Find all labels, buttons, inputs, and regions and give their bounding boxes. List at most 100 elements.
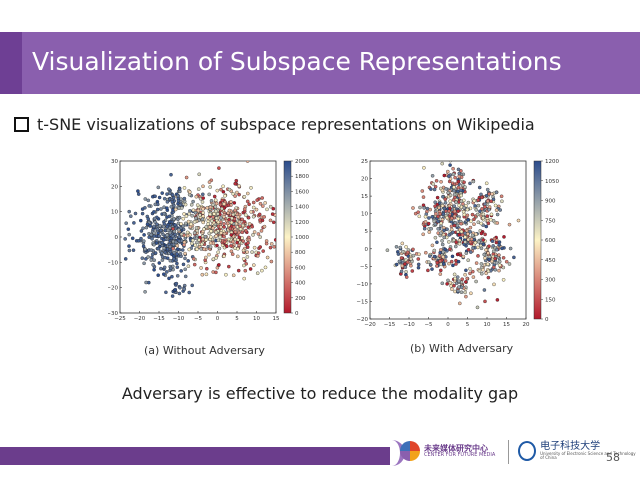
scatter-point [468, 267, 472, 271]
scatter-point [469, 237, 474, 241]
scatter-point [480, 271, 484, 276]
scatter-point [258, 245, 262, 249]
scatter-point [436, 214, 440, 219]
scatter-point [144, 280, 148, 285]
scatter-point [483, 299, 487, 304]
scatter-point [251, 200, 256, 205]
scatter-point [466, 247, 471, 252]
y-tick-label: 15 [361, 194, 368, 200]
scatter-point [486, 269, 491, 274]
scatter-point [156, 273, 160, 277]
scatter-point [497, 253, 501, 257]
scatter-point [165, 206, 169, 210]
scatter-point [215, 188, 220, 193]
scatter-point [418, 205, 422, 210]
scatter-point [480, 195, 484, 200]
scatter-point [411, 247, 415, 252]
scatter-point [252, 230, 257, 234]
scatter-point [116, 218, 119, 221]
scatter-point [459, 285, 464, 290]
scatter-point [169, 172, 173, 177]
scatter-point [136, 189, 140, 193]
scatter-point [476, 245, 480, 250]
scatter-point [397, 259, 402, 264]
scatter-point [247, 202, 251, 207]
scatter-point [452, 238, 456, 242]
scatter-point [484, 224, 489, 229]
scatter-point [258, 218, 262, 222]
scatter-point [464, 280, 468, 284]
scatter-point [486, 251, 490, 255]
scatter-point [466, 200, 471, 205]
scatter-point [233, 208, 237, 213]
scatter-point [481, 242, 486, 247]
scatter-point [186, 259, 190, 263]
scatter-point [489, 199, 493, 204]
scatter-point [483, 232, 487, 237]
scatter-point [191, 199, 195, 204]
scatter-point [416, 262, 421, 267]
scatter-point [222, 231, 227, 236]
scatter-point [152, 268, 156, 272]
scatter-point [416, 210, 420, 214]
scatter-point [230, 252, 235, 256]
scatter-point [176, 193, 180, 198]
scatter-point [141, 244, 146, 249]
scatter-point [443, 259, 448, 263]
scatter-point [259, 229, 264, 233]
scatter-point [399, 269, 404, 274]
scatter-point [151, 263, 155, 267]
scatter-point [430, 174, 435, 178]
colorbar-tick-label: 800 [295, 250, 306, 256]
scatter-point [423, 214, 428, 219]
scatter-point [424, 250, 428, 255]
scatter-point [210, 219, 214, 223]
scatter-point [180, 248, 185, 252]
scatter-point [160, 251, 164, 255]
scatter-point [459, 188, 463, 193]
scatter-point [162, 265, 167, 270]
scatter-point [217, 263, 221, 267]
colorbar [533, 160, 542, 320]
scatter-point [250, 224, 254, 229]
scatter-point [437, 205, 441, 210]
footer-bar [0, 447, 390, 465]
scatter-point [443, 197, 448, 201]
scatter-point [487, 244, 491, 248]
scatter-point [426, 221, 431, 226]
scatter-point [440, 161, 444, 166]
scatter-point [197, 172, 201, 177]
scatter-point [507, 262, 512, 266]
points-group [116, 161, 276, 298]
scatter-point [507, 222, 512, 227]
scatter-point [446, 191, 451, 195]
scatter-point [426, 268, 430, 273]
scatter-point [455, 275, 460, 279]
scatter-point [201, 207, 205, 211]
scatter-point [208, 241, 213, 245]
scatter-point [435, 260, 439, 265]
scatter-point [431, 182, 435, 186]
scatter-point [242, 207, 247, 211]
scatter-point [159, 266, 163, 271]
scatter-point [249, 186, 253, 190]
scatter-point [173, 223, 177, 227]
scatter-point [200, 217, 205, 222]
scatter-point [126, 227, 131, 231]
scatter-point [175, 261, 179, 266]
y-tick-label: 10 [361, 212, 368, 218]
x-tick-label: 10 [253, 316, 260, 322]
scatter-point [215, 243, 219, 248]
scatter-point [221, 184, 225, 189]
scatter-point [453, 209, 457, 214]
scatter-point [495, 221, 500, 225]
scatter-point [252, 263, 256, 267]
scatter-point [260, 196, 264, 200]
scatter-point [464, 268, 468, 273]
scatter-point [233, 194, 237, 198]
scatter-point [394, 262, 399, 267]
scatter-point [139, 236, 143, 241]
scatter-point [495, 247, 499, 252]
scatter-point [404, 245, 408, 249]
scatter-point [222, 225, 226, 229]
